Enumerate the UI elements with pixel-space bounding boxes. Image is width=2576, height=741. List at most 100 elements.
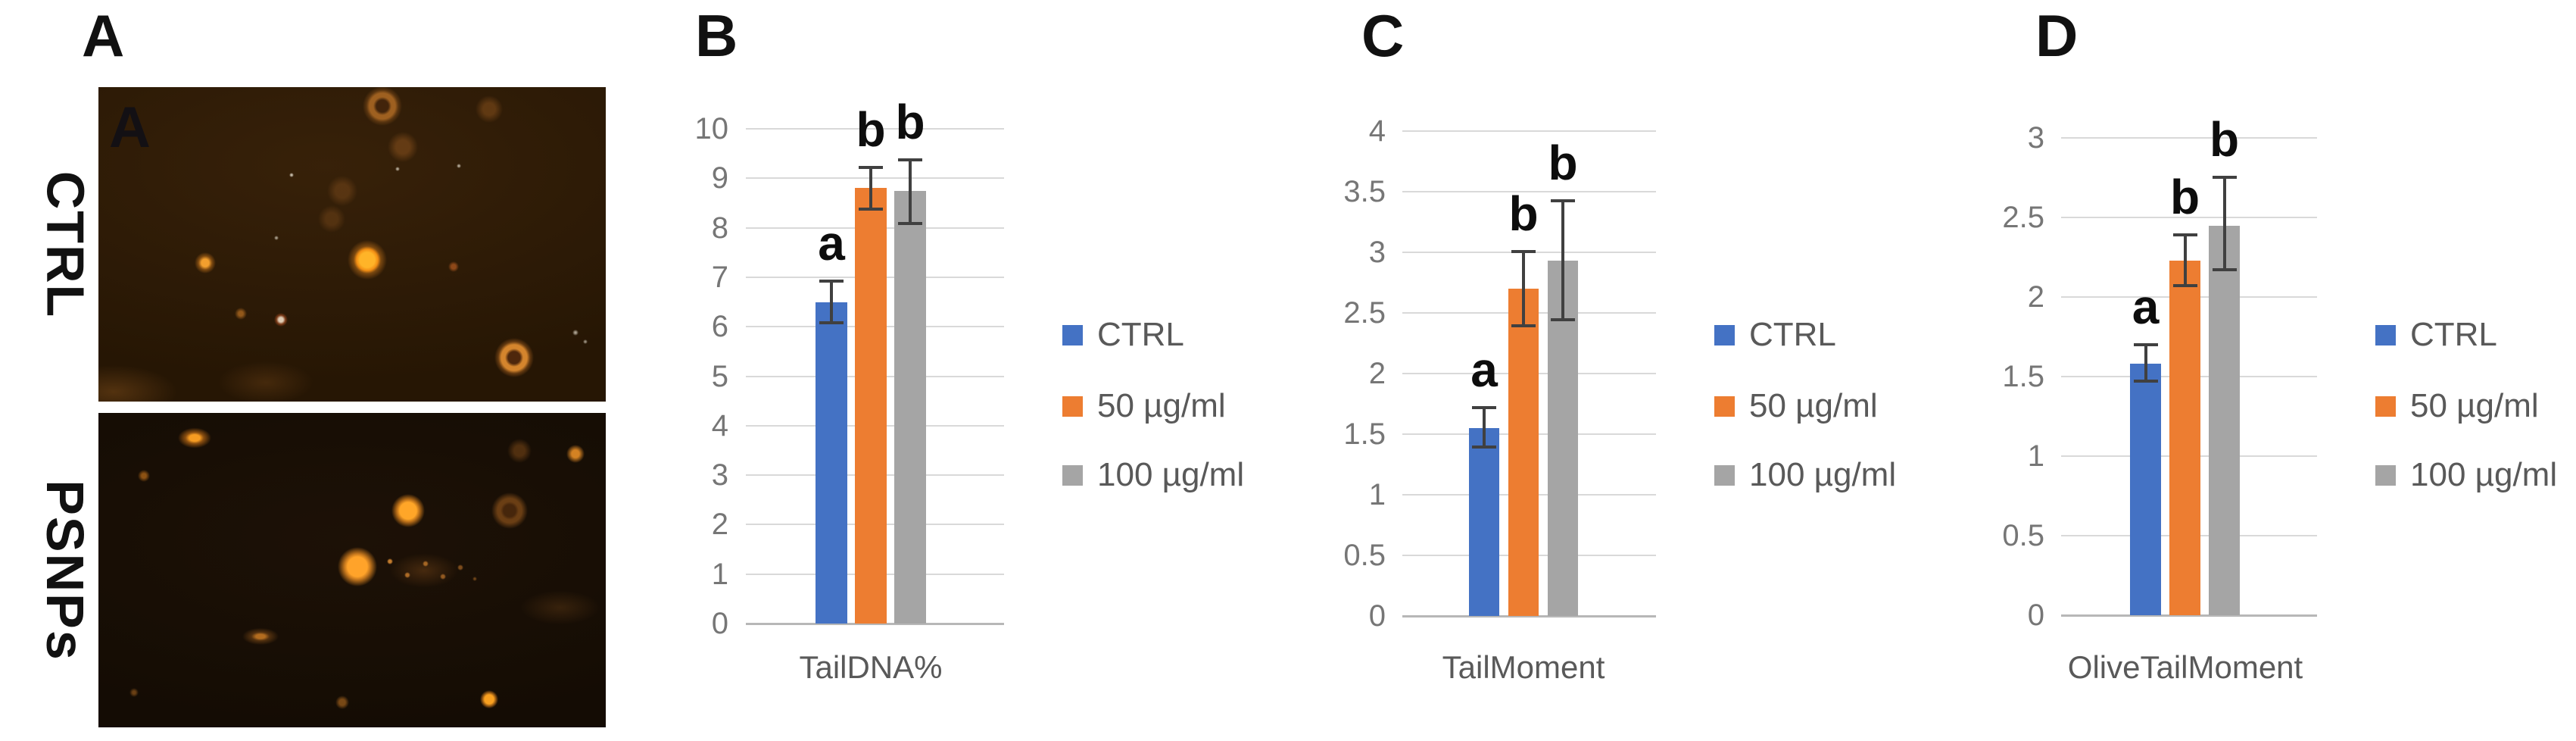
y-axis-tick-label: 5 (711, 359, 728, 393)
legend-swatch-50-g-ml (1062, 396, 1083, 417)
y-axis-tick-label: 9 (711, 161, 728, 195)
legend-label: 50 µg/ml (2410, 387, 2539, 424)
row-label-psnps: PSNPs (36, 479, 95, 661)
bar-50-g-ml (2169, 260, 2200, 615)
y-axis-tick-label: 0 (2027, 599, 2044, 632)
x-axis-category-label: TailMoment (1442, 649, 1605, 685)
y-axis-tick-label: 10 (694, 112, 729, 145)
bar-100-g-ml (2209, 225, 2240, 615)
y-axis-tick-label: 6 (711, 310, 728, 344)
y-axis-tick-label: 1.5 (2002, 360, 2044, 393)
ctrl-comet-assay-image: A (98, 87, 606, 402)
panel-b-letter: B (695, 2, 738, 69)
error-bar-cap-bottom (2212, 268, 2237, 272)
error-bar-cap-bottom (2133, 380, 2158, 383)
legend-label: 100 µg/ml (1749, 456, 1897, 493)
row-label-psnps-box: PSNPs (27, 413, 103, 727)
y-axis-tick-label: 4 (711, 408, 728, 442)
error-bar-cap-bottom (859, 207, 883, 211)
legend-swatch-50-g-ml (2375, 396, 2396, 417)
y-axis-tick-label: 2.5 (2002, 201, 2044, 234)
y-axis-tick-label: 2 (711, 508, 728, 542)
legend-label: CTRL (1749, 316, 1836, 353)
significance-letter: b (856, 102, 886, 157)
y-axis-tick-label: 3 (1368, 236, 1386, 269)
row-label-ctrl: CTRL (36, 170, 95, 318)
y-axis-tick-label: 0 (711, 607, 728, 640)
legend-label: 50 µg/ml (1749, 387, 1878, 424)
legend-label: 100 µg/ml (2410, 456, 2558, 493)
legend-swatch-50-g-ml (1714, 396, 1735, 417)
row-label-ctrl-box: CTRL (27, 87, 103, 402)
panel-a-letter: A (82, 2, 125, 69)
bar-50-g-ml (855, 188, 887, 624)
y-axis-tick-label: 3 (711, 458, 728, 492)
error-bar-cap-bottom (1472, 446, 1496, 449)
panel-c-letter: C (1361, 2, 1405, 69)
bar-ctrl (1469, 428, 1499, 616)
y-axis-tick-label: 2.5 (1343, 296, 1386, 330)
bar-ctrl (2130, 364, 2161, 615)
y-axis-tick-label: 3 (2027, 121, 2044, 155)
y-axis-tick-label: 2 (1368, 357, 1386, 390)
bar-ctrl (816, 302, 847, 624)
significance-letter: a (1470, 342, 1498, 398)
gridline-y2.5 (2061, 217, 2317, 218)
error-bar-cap-bottom (1511, 324, 1536, 328)
significance-letter: a (818, 216, 845, 271)
error-bar-line (2144, 342, 2147, 383)
panel-d-letter: D (2035, 2, 2079, 69)
significance-letter: b (2169, 170, 2200, 224)
error-bar-cap-bottom (2172, 284, 2197, 288)
legend-swatch-ctrl (1062, 325, 1083, 345)
error-bar-cap-top (2133, 342, 2158, 346)
error-bar-line (1483, 406, 1486, 449)
legend-swatch-100-g-ml (1062, 465, 1083, 486)
y-axis-tick-label: 3.5 (1343, 175, 1386, 208)
gridline-y10 (746, 128, 1004, 130)
bar-100-g-ml (894, 190, 926, 624)
error-bar-cap-top (1551, 199, 1575, 202)
error-bar-cap-top (1472, 406, 1496, 410)
legend-swatch-ctrl (1714, 325, 1735, 345)
x-axis-category-label: TailDNA% (799, 649, 943, 685)
y-axis-tick-label: 1.5 (1343, 417, 1386, 451)
legend-label: CTRL (2410, 316, 2497, 353)
legend-swatch-100-g-ml (1714, 465, 1735, 486)
legend-swatch-ctrl (2375, 325, 2396, 345)
y-axis-tick-label: 7 (711, 260, 728, 294)
y-axis-tick-label: 0.5 (2002, 519, 2044, 552)
error-bar-line (1522, 249, 1525, 328)
error-bar-cap-bottom (1551, 318, 1575, 322)
gridline-y3 (2061, 137, 2317, 139)
error-bar-cap-top (1511, 249, 1536, 253)
y-axis-tick-label: 4 (1368, 114, 1386, 148)
significance-letter: b (2209, 112, 2240, 167)
gridline-y0 (746, 623, 1004, 625)
legend-label: CTRL (1097, 316, 1184, 353)
error-bar-cap-bottom (819, 320, 844, 324)
gridline-y3.5 (1402, 191, 1656, 192)
gridline-y4 (1402, 130, 1656, 132)
error-bar-cap-top (2172, 233, 2197, 236)
significance-letter: b (1548, 135, 1578, 190)
y-axis-tick-label: 2 (2027, 280, 2044, 314)
legend-swatch-100-g-ml (2375, 465, 2396, 486)
x-axis-category-label: OliveTailMoment (2067, 649, 2303, 685)
legend-label: 50 µg/ml (1097, 387, 1226, 424)
image-watermark-a: A (109, 95, 151, 160)
y-axis-tick-label: 8 (711, 211, 728, 245)
bar-50-g-ml (1508, 289, 1539, 616)
significance-letter: b (1508, 186, 1539, 241)
error-bar-cap-top (819, 280, 844, 283)
y-axis-tick-label: 1 (1368, 478, 1386, 511)
error-bar-cap-top (898, 158, 922, 162)
gridline-y0 (1402, 615, 1656, 618)
y-axis-tick-label: 0 (1368, 599, 1386, 633)
error-bar-cap-top (859, 165, 883, 169)
error-bar-cap-bottom (898, 222, 922, 226)
significance-letter: b (895, 95, 925, 150)
error-bar-line (1561, 199, 1564, 322)
error-bar-line (830, 280, 833, 324)
